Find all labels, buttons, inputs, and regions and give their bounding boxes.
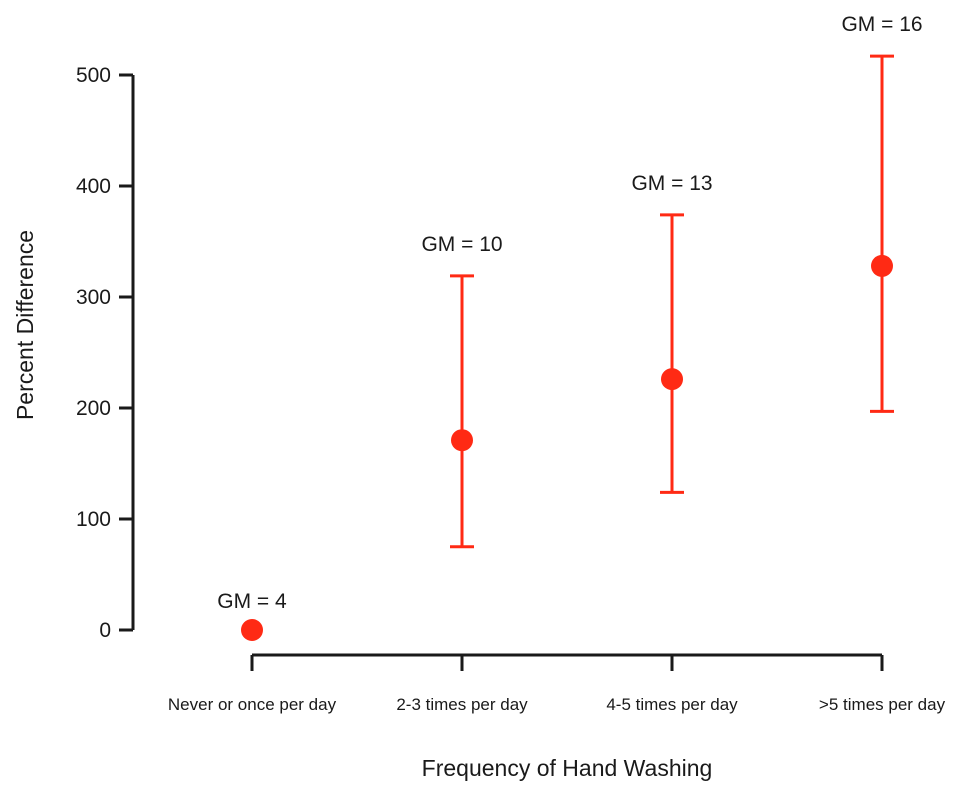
- y-tick-label: 200: [76, 397, 111, 420]
- x-axis: Never or once per day 2-3 times per day 4-…: [168, 653, 946, 714]
- x-axis-title: Frequency of Hand Washing: [422, 755, 713, 781]
- data-point: [871, 254, 893, 277]
- data-label: GM = 4: [217, 590, 287, 613]
- y-tick-label: 100: [76, 508, 111, 531]
- data-point: [451, 429, 473, 452]
- y-tick-label: 500: [76, 64, 111, 87]
- x-tick-label: 2-3 times per day: [396, 695, 528, 714]
- data-label: GM = 10: [421, 233, 502, 256]
- y-tick-label: 300: [76, 286, 111, 309]
- y-axis: 0 100 200 300 400 500: [76, 64, 135, 642]
- data-point: [241, 619, 263, 641]
- data-marks: GM = 4 GM = 10 GM = 13 GM = 16: [217, 13, 923, 641]
- data-label: GM = 16: [841, 13, 922, 36]
- y-tick-label: 0: [99, 619, 111, 642]
- x-tick-label: Never or once per day: [168, 695, 337, 714]
- x-tick-label: 4-5 times per day: [606, 695, 738, 714]
- data-label: GM = 13: [631, 172, 712, 195]
- y-axis-title: Percent Difference: [12, 230, 38, 420]
- data-point: [661, 368, 683, 391]
- y-tick-label: 400: [76, 175, 111, 198]
- x-tick-label: >5 times per day: [819, 695, 946, 714]
